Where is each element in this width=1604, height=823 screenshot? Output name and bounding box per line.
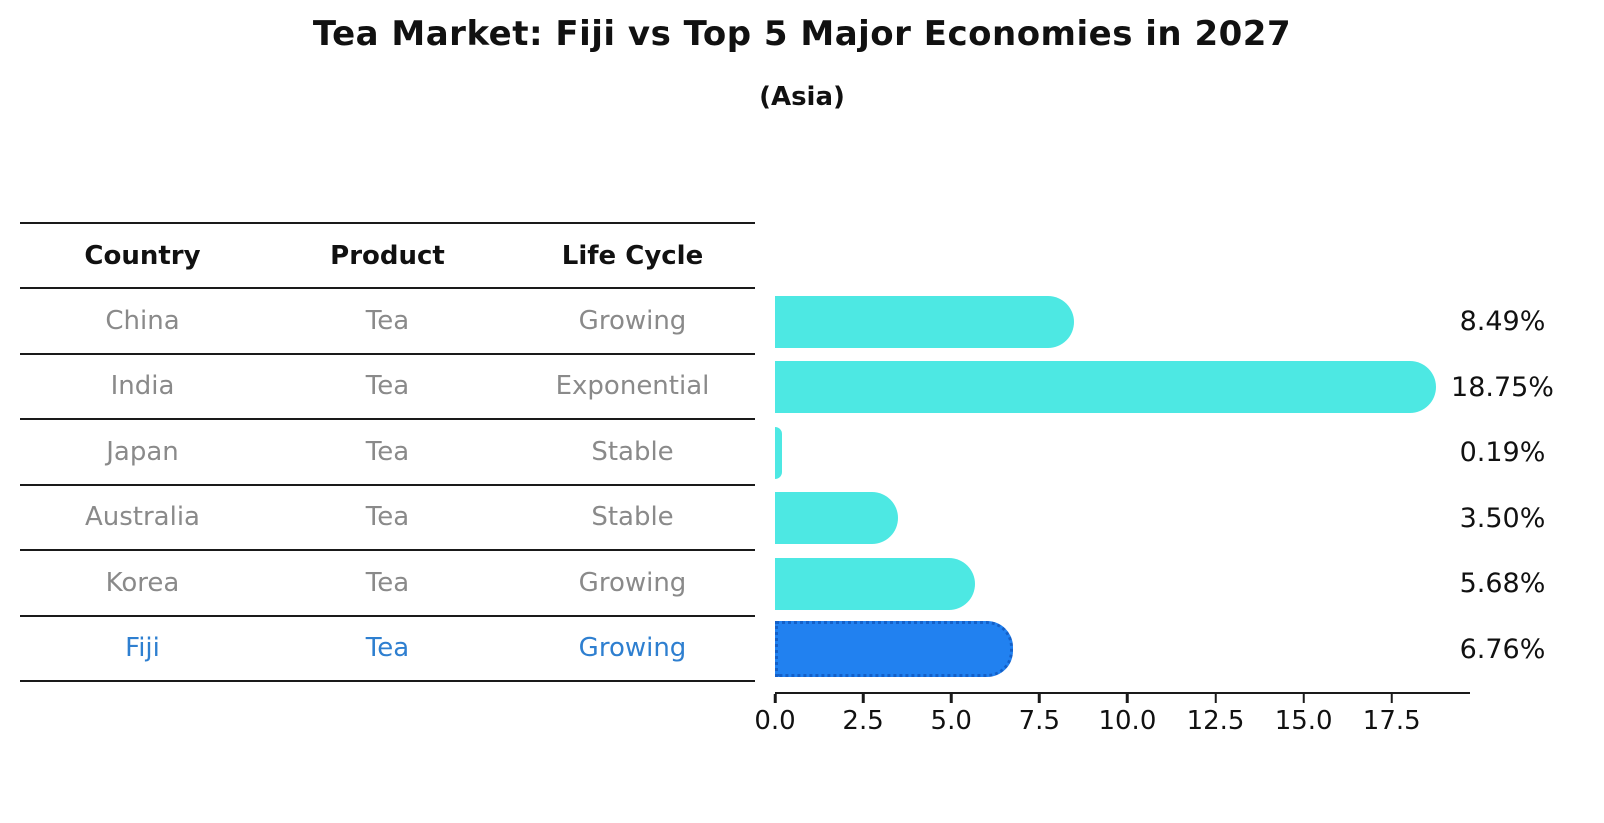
table-row: Australia Tea Stable <box>20 486 755 551</box>
header-product: Product <box>330 240 445 271</box>
value-label-column: 8.49% 18.75% 0.19% 3.50% 5.68% 6.76% <box>1440 289 1565 682</box>
cell-product: Tea <box>365 371 410 402</box>
bar-fiji-highlighted <box>775 621 1014 678</box>
value-label-korea: 5.68% <box>1459 568 1546 599</box>
x-axis-tick-mark <box>861 694 865 703</box>
bar-india <box>775 361 1436 414</box>
cell-country: India <box>110 371 175 402</box>
value-label-japan: 0.19% <box>1459 437 1546 468</box>
cell-product: Tea <box>365 502 410 533</box>
x-axis-tick-label: 5.0 <box>930 706 972 736</box>
cell-country: Korea <box>105 567 180 598</box>
x-axis-tick-label: 7.5 <box>1018 706 1060 736</box>
x-axis-tick-label: 10.0 <box>1098 706 1157 736</box>
bar-australia <box>775 492 899 545</box>
cell-life-cycle: Stable <box>591 502 674 533</box>
chart-title: Tea Market: Fiji vs Top 5 Major Economie… <box>312 14 1292 54</box>
cell-life-cycle: Growing <box>578 305 687 336</box>
cell-country: Australia <box>84 502 200 533</box>
x-axis-tick-label: 2.5 <box>842 706 884 736</box>
table-row: Korea Tea Growing <box>20 551 755 617</box>
x-axis-tick-label: 12.5 <box>1186 706 1245 736</box>
x-axis-tick-mark <box>1214 694 1217 703</box>
table-header-row: Country Product Life Cycle <box>20 222 755 289</box>
table-row-fiji: Fiji Tea Growing <box>20 617 755 682</box>
table-row: China Tea Growing <box>20 289 755 355</box>
value-label-australia: 3.50% <box>1459 502 1546 534</box>
x-axis-tick-label: 17.5 <box>1362 706 1421 736</box>
header-life-cycle: Life Cycle <box>561 240 704 271</box>
cell-life-cycle: Exponential <box>555 371 710 402</box>
x-axis-tick-mark <box>1126 694 1129 703</box>
value-label-fiji: 6.76% <box>1459 633 1546 665</box>
cell-product: Tea <box>365 633 410 664</box>
x-axis-tick-mark <box>1390 694 1393 703</box>
chart-subtitle: (Asia) <box>759 82 845 112</box>
cell-life-cycle: Growing <box>578 633 687 664</box>
cell-product: Tea <box>365 305 410 336</box>
cell-country: China <box>105 305 180 336</box>
value-label-india: 18.75% <box>1451 371 1554 403</box>
cell-product: Tea <box>365 567 410 598</box>
cell-country: Fiji <box>125 633 160 664</box>
cell-life-cycle: Stable <box>591 436 674 467</box>
bar-china <box>775 295 1075 348</box>
x-axis-tick-mark <box>949 694 953 703</box>
bar-korea <box>775 557 976 610</box>
table-row: India Tea Exponential <box>20 355 755 420</box>
x-axis-tick-label: 15.0 <box>1274 706 1333 736</box>
cell-life-cycle: Growing <box>578 567 687 598</box>
x-axis-tick-mark <box>773 694 777 703</box>
header-country: Country <box>84 240 201 271</box>
x-axis-tick-mark <box>1038 694 1041 703</box>
x-axis-tick-label: 0.0 <box>754 706 796 736</box>
x-axis: 0.0 2.5 5.0 7.5 10.0 12.5 15.0 17.5 <box>754 692 1470 742</box>
cell-product: Tea <box>365 436 410 467</box>
bar-japan <box>775 426 782 479</box>
bar-chart-plot-area <box>775 289 1470 682</box>
cell-country: Japan <box>106 436 179 467</box>
country-table: Country Product Life Cycle China Tea Gro… <box>20 222 755 682</box>
value-label-china: 8.49% <box>1459 306 1546 337</box>
x-axis-tick-mark <box>1302 694 1305 703</box>
table-row: Japan Tea Stable <box>20 420 755 486</box>
